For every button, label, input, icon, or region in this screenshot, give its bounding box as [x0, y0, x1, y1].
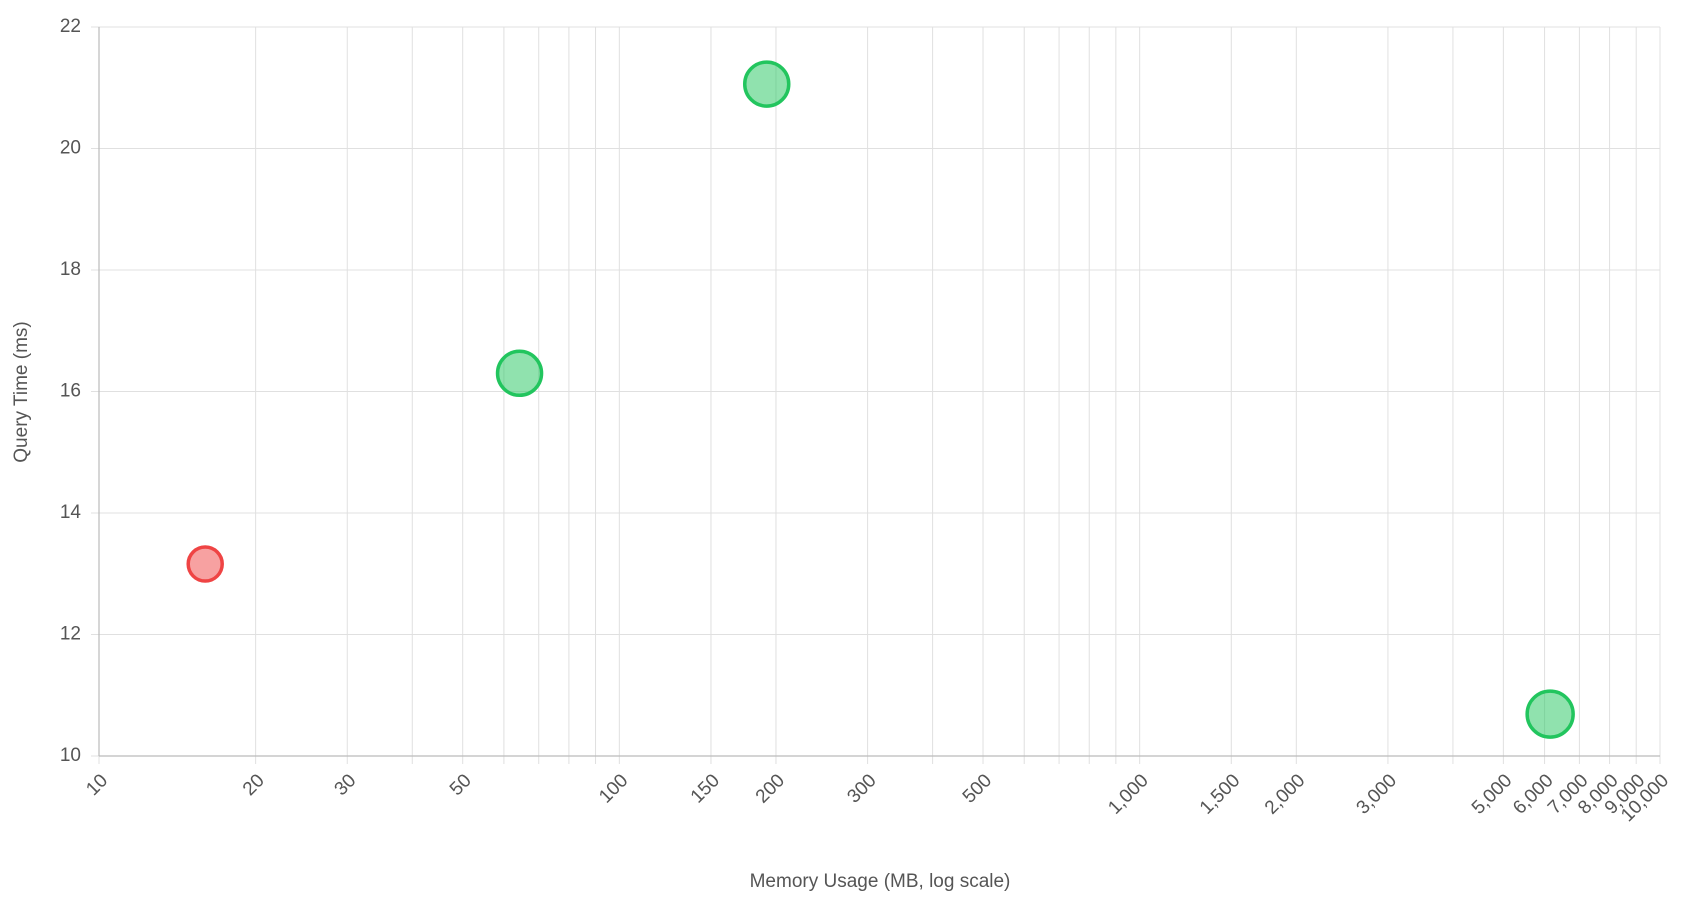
y-tick-label: 22: [60, 16, 81, 37]
y-tick-label: 14: [60, 502, 82, 523]
x-tick-label: 100: [595, 770, 632, 807]
x-tick-label: 1,500: [1196, 770, 1244, 818]
data-point: [742, 60, 791, 108]
x-tick-label: 300: [843, 770, 880, 807]
y-tick-label: 10: [60, 745, 81, 766]
y-tick-label: 16: [60, 381, 81, 402]
x-tick-label: 2,000: [1261, 770, 1309, 818]
data-point: [1525, 689, 1575, 739]
x-tick-label: 1,000: [1104, 770, 1152, 818]
data-point: [186, 545, 224, 583]
x-tick-label: 3,000: [1353, 770, 1401, 818]
y-axis-title: Query Time (ms): [11, 321, 32, 462]
x-tick-label: 200: [752, 770, 789, 807]
x-tick-label: 30: [331, 770, 361, 800]
x-tick-label: 50: [446, 770, 476, 800]
y-tick-label: 12: [60, 624, 81, 645]
x-tick-label: 10: [82, 770, 112, 800]
y-tick-label: 18: [60, 259, 81, 280]
x-tick-label: 20: [239, 770, 269, 800]
data-point: [495, 349, 544, 398]
x-tick-label: 150: [687, 770, 724, 807]
x-tick-label: 500: [959, 770, 996, 807]
x-axis-title: Memory Usage (MB, log scale): [750, 871, 1011, 892]
y-tick-label: 20: [60, 138, 81, 159]
x-tick-label: 5,000: [1468, 770, 1516, 818]
